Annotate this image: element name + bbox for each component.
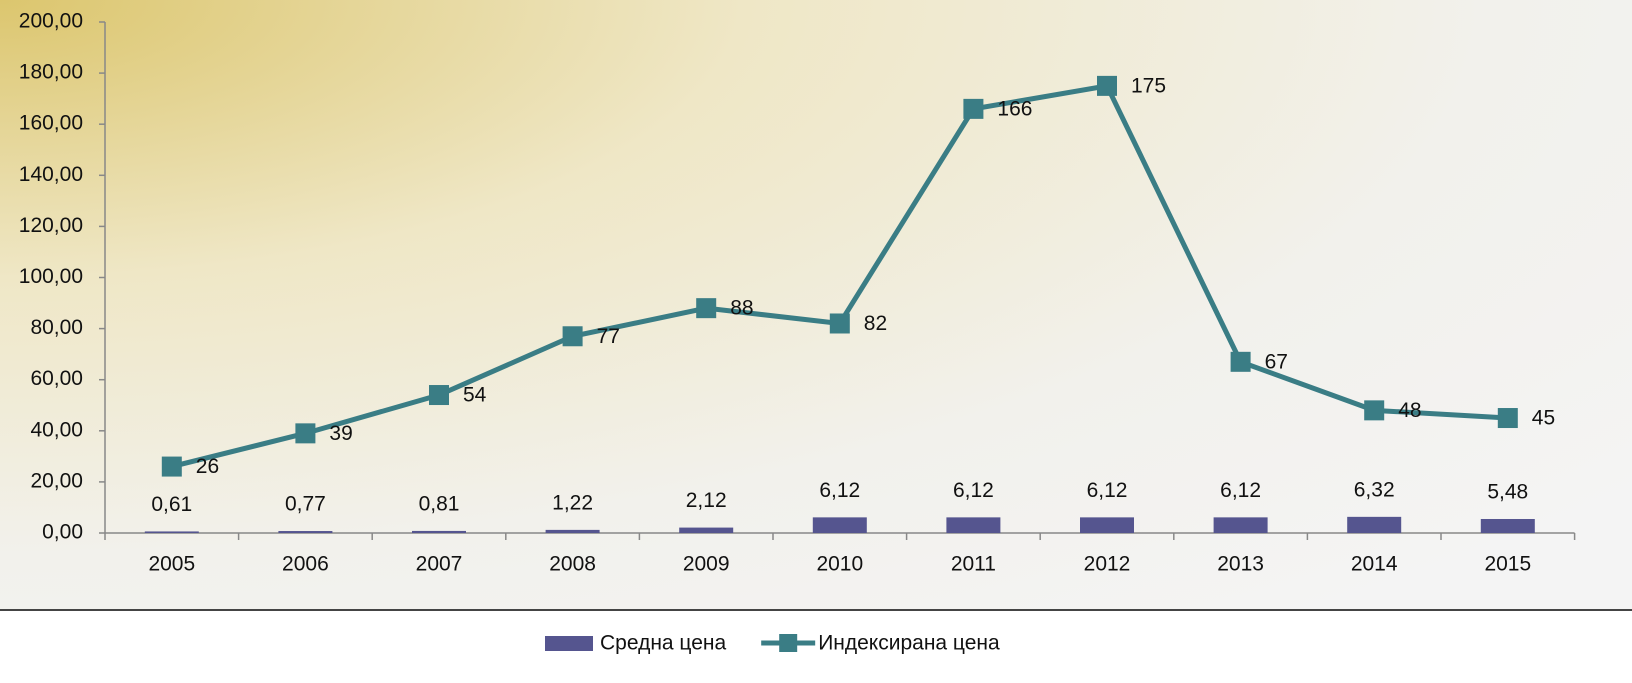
bar-label: 0,61 xyxy=(151,493,192,516)
legend-label: Средна цена xyxy=(600,632,726,655)
marker xyxy=(562,326,583,347)
line-label: 48 xyxy=(1398,399,1421,422)
y-tick-label: 80,00 xyxy=(30,316,83,339)
x-tick-label: 2013 xyxy=(1217,553,1264,576)
bar xyxy=(545,529,600,533)
y-tick-label: 100,00 xyxy=(19,265,83,288)
marker xyxy=(1097,75,1117,96)
marker xyxy=(829,313,850,334)
bar xyxy=(144,531,199,533)
legend-swatch xyxy=(545,636,593,651)
bar xyxy=(946,517,1001,533)
y-tick-label: 140,00 xyxy=(19,163,83,186)
marker xyxy=(429,385,449,406)
bar-label: 6,12 xyxy=(819,479,860,502)
y-tick-label: 160,00 xyxy=(19,112,83,135)
y-tick-label: 0,00 xyxy=(42,521,83,544)
x-tick-label: 2005 xyxy=(148,553,195,576)
x-tick-label: 2010 xyxy=(816,553,863,576)
bar xyxy=(412,530,466,533)
x-tick-label: 2007 xyxy=(416,553,463,576)
marker xyxy=(295,423,316,444)
x-tick-label: 2011 xyxy=(951,553,996,576)
line-label: 166 xyxy=(997,97,1032,120)
bar-label: 2,12 xyxy=(686,489,727,512)
bar xyxy=(679,527,734,533)
background xyxy=(0,0,1632,610)
bar-label: 1,22 xyxy=(552,491,593,514)
legend-background xyxy=(0,610,1632,683)
marker xyxy=(963,98,984,119)
legend-label: Индексирана цена xyxy=(818,632,1000,655)
line-label: 82 xyxy=(864,312,887,335)
marker xyxy=(161,456,182,477)
marker xyxy=(1364,400,1385,421)
bar xyxy=(278,531,333,533)
y-tick-label: 200,00 xyxy=(19,10,83,33)
x-tick-label: 2015 xyxy=(1484,553,1531,576)
y-tick-label: 180,00 xyxy=(19,61,83,84)
x-tick-label: 2008 xyxy=(549,553,596,576)
marker xyxy=(1497,408,1518,429)
bar-label: 6,12 xyxy=(953,479,994,502)
x-tick-label: 2014 xyxy=(1351,553,1398,576)
legend-marker xyxy=(779,634,798,652)
y-tick-label: 60,00 xyxy=(30,367,83,390)
bar-label: 0,81 xyxy=(419,492,460,515)
bar-label: 5,48 xyxy=(1487,481,1528,504)
bar xyxy=(1480,518,1535,533)
y-tick-label: 20,00 xyxy=(30,469,83,492)
x-tick-label: 2006 xyxy=(282,553,329,576)
line-label: 26 xyxy=(196,455,219,478)
line-label: 45 xyxy=(1532,407,1555,430)
line-label: 39 xyxy=(329,422,352,445)
x-tick-label: 2012 xyxy=(1084,553,1131,576)
y-tick-label: 40,00 xyxy=(30,418,83,441)
bar-label: 6,12 xyxy=(1087,479,1128,502)
bar xyxy=(1080,517,1134,533)
marker xyxy=(1230,351,1251,372)
bar xyxy=(1213,517,1268,533)
y-tick-label: 120,00 xyxy=(19,214,83,237)
line-label: 67 xyxy=(1265,350,1288,373)
line-label: 88 xyxy=(730,297,753,320)
bar xyxy=(1347,516,1402,533)
line-label: 77 xyxy=(597,325,620,348)
line-label: 54 xyxy=(463,384,487,407)
marker xyxy=(696,298,717,319)
line-label: 175 xyxy=(1131,74,1166,97)
x-tick-label: 2009 xyxy=(683,553,730,576)
bar-label: 6,32 xyxy=(1354,478,1395,501)
bar-label: 0,77 xyxy=(285,493,326,516)
bar-label: 6,12 xyxy=(1220,479,1261,502)
bar xyxy=(812,517,867,533)
